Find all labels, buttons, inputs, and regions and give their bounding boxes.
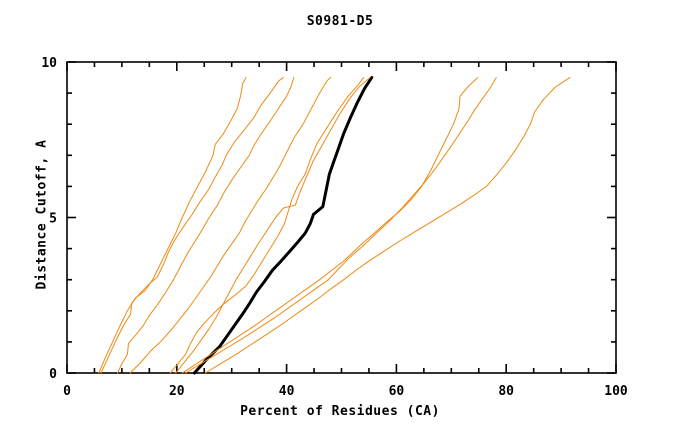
x-tick-label: 40 [279, 384, 295, 399]
series-reference-7 [181, 77, 479, 374]
series-reference-6 [175, 77, 371, 374]
series-reference-9 [204, 77, 571, 374]
plot-frame [66, 61, 617, 374]
x-tick-label: 20 [169, 384, 185, 399]
tick-labels: 0 20 40 60 80 100 0 5 10 [41, 56, 628, 399]
y-tick-label: 10 [41, 56, 57, 71]
series-model-highlight [192, 76, 374, 375]
series-reference-2 [100, 77, 284, 374]
x-tick-label: 80 [498, 384, 514, 399]
x-tick-label: 60 [389, 384, 405, 399]
page-title: S0981-D5 [306, 14, 374, 29]
x-tick-label: 100 [604, 384, 628, 399]
series-reference-8 [185, 77, 497, 374]
series-reference-3 [117, 77, 295, 374]
series-reference-5 [169, 77, 364, 374]
axes [66, 61, 617, 374]
series-reference-1 [98, 77, 247, 374]
x-tick-label: 0 [63, 384, 71, 399]
data-series-layer [98, 76, 571, 375]
y-tick-label: 0 [49, 367, 57, 382]
x-axis-label: Percent of Residues (CA) [240, 404, 440, 419]
series-reference-4 [129, 77, 332, 374]
y-tick-label: 5 [49, 212, 57, 227]
